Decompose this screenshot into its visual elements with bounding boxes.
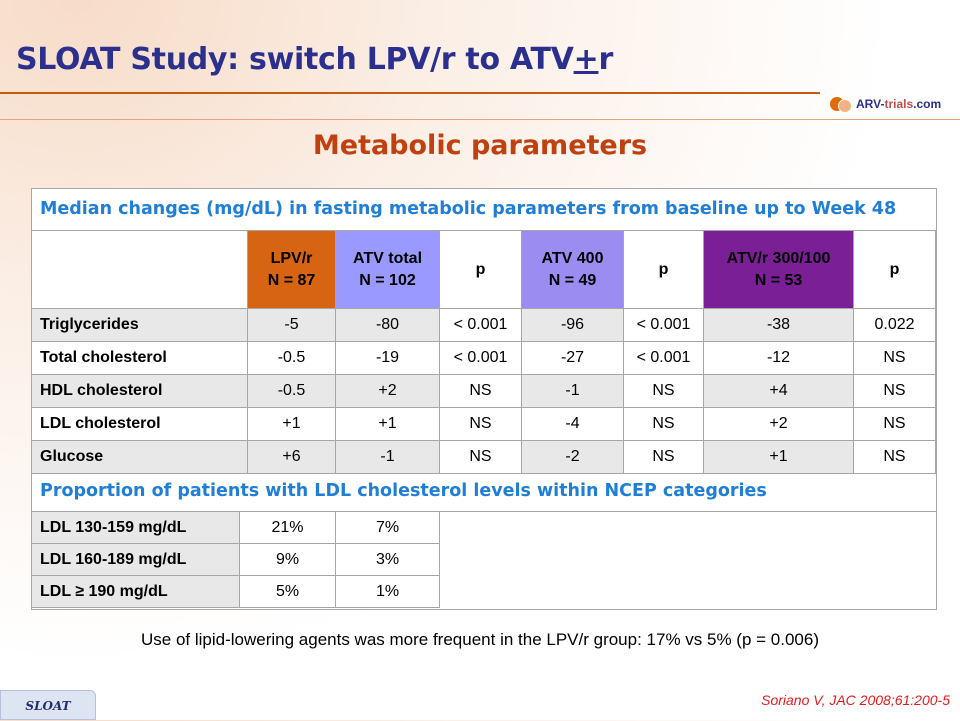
table1-header: Median changes (mg/dL) in fasting metabo… (40, 199, 897, 219)
cell: -12 (703, 341, 854, 375)
row-label: HDL cholesterol (31, 374, 248, 408)
row-label: LDL 160-189 mg/dL (31, 543, 240, 576)
cell: < 0.001 (623, 341, 704, 375)
slide-title: SLOAT Study: switch LPV/r to ATV+r (16, 42, 613, 77)
header-empty-cell (31, 230, 248, 309)
cell: -1 (521, 374, 624, 408)
cell: NS (623, 440, 704, 474)
table-row: LDL 130-159 mg/dL 21% 7% (31, 511, 440, 544)
table-row: LDL ≥ 190 mg/dL 5% 1% (31, 575, 440, 608)
cell: -5 (247, 308, 336, 342)
cell: -0.5 (247, 374, 336, 408)
cell: +1 (247, 407, 336, 441)
table-row: HDL cholesterol -0.5 +2 NS -1 NS +4 NS (31, 374, 936, 408)
title-plusminus: + (573, 42, 599, 77)
row-label: LDL cholesterol (31, 407, 248, 441)
cell: 1% (335, 575, 440, 608)
divider (31, 511, 936, 512)
cell: 7% (335, 511, 440, 544)
row-label: LDL ≥ 190 mg/dL (31, 575, 240, 608)
cell: -0.5 (247, 341, 336, 375)
title-text: SLOAT Study: switch LPV/r to ATV (16, 42, 574, 77)
title-divider (0, 92, 820, 94)
table-row: Glucose +6 -1 NS -2 NS +1 NS (31, 440, 936, 474)
cell: +2 (703, 407, 854, 441)
table-header-row: LPV/r N = 87 ATV total N = 102 p ATV 400 N … (31, 230, 936, 309)
cell: +6 (247, 440, 336, 474)
cell: NS (853, 407, 936, 441)
title-suffix: r (598, 42, 613, 77)
ldl-categories-table: LDL 130-159 mg/dL 21% 7% LDL 160-189 mg/… (31, 511, 440, 608)
cell: -27 (521, 341, 624, 375)
cell: 5% (239, 575, 336, 608)
row-label: Glucose (31, 440, 248, 474)
row-label: LDL 130-159 mg/dL (31, 511, 240, 544)
cell: +1 (703, 440, 854, 474)
cell: 0.022 (853, 308, 936, 342)
cell: NS (439, 440, 522, 474)
cell: < 0.001 (439, 308, 522, 342)
subtitle: Metabolic parameters (312, 130, 648, 161)
cell: -80 (335, 308, 440, 342)
cell: NS (623, 374, 704, 408)
header-divider (0, 119, 960, 120)
cell: NS (439, 407, 522, 441)
arv-trials-logo: ARV-trials.com (830, 92, 941, 116)
cell: 21% (239, 511, 336, 544)
cell: 9% (239, 543, 336, 576)
table2-header: Proportion of patients with LDL choleste… (40, 481, 767, 501)
row-label: Total cholesterol (31, 341, 248, 375)
cell: NS (853, 440, 936, 474)
col-header-atv400: ATV 400 N = 49 (521, 230, 624, 309)
cell: +1 (335, 407, 440, 441)
col-header-atvr: ATV/r 300/100 N = 53 (703, 230, 854, 309)
table-row: LDL cholesterol +1 +1 NS -4 NS +2 NS (31, 407, 936, 441)
cell: < 0.001 (623, 308, 704, 342)
metabolic-changes-table: LPV/r N = 87 ATV total N = 102 p ATV 400 N … (31, 230, 936, 474)
cell: -1 (335, 440, 440, 474)
cell: +2 (335, 374, 440, 408)
cell: NS (439, 374, 522, 408)
footnote: Use of lipid-lowering agents was more fr… (141, 630, 819, 649)
col-header-atv-total: ATV total N = 102 (335, 230, 440, 309)
citation: Soriano V, JAC 2008;61:200-5 (761, 692, 950, 708)
cell: -96 (521, 308, 624, 342)
cell: NS (623, 407, 704, 441)
section-tab[interactable]: SLOAT (0, 690, 96, 720)
cell: -2 (521, 440, 624, 474)
col-header-p2: p (623, 230, 704, 309)
table-row: Total cholesterol -0.5 -19 < 0.001 -27 <… (31, 341, 936, 375)
section-tab-label: SLOAT (25, 699, 71, 713)
logo-text: ARV-trials.com (856, 97, 942, 111)
cell: NS (853, 341, 936, 375)
cell: NS (853, 374, 936, 408)
cell: -4 (521, 407, 624, 441)
col-header-p1: p (439, 230, 522, 309)
row-label: Triglycerides (31, 308, 248, 342)
cell: +4 (703, 374, 854, 408)
table-row: LDL 160-189 mg/dL 9% 3% (31, 543, 440, 576)
logo-icon (830, 95, 852, 113)
cell: < 0.001 (439, 341, 522, 375)
cell: -19 (335, 341, 440, 375)
table-row: Triglycerides -5 -80 < 0.001 -96 < 0.001… (31, 308, 936, 342)
cell: -38 (703, 308, 854, 342)
cell: 3% (335, 543, 440, 576)
col-header-p3: p (853, 230, 936, 309)
col-header-lpv: LPV/r N = 87 (247, 230, 336, 309)
